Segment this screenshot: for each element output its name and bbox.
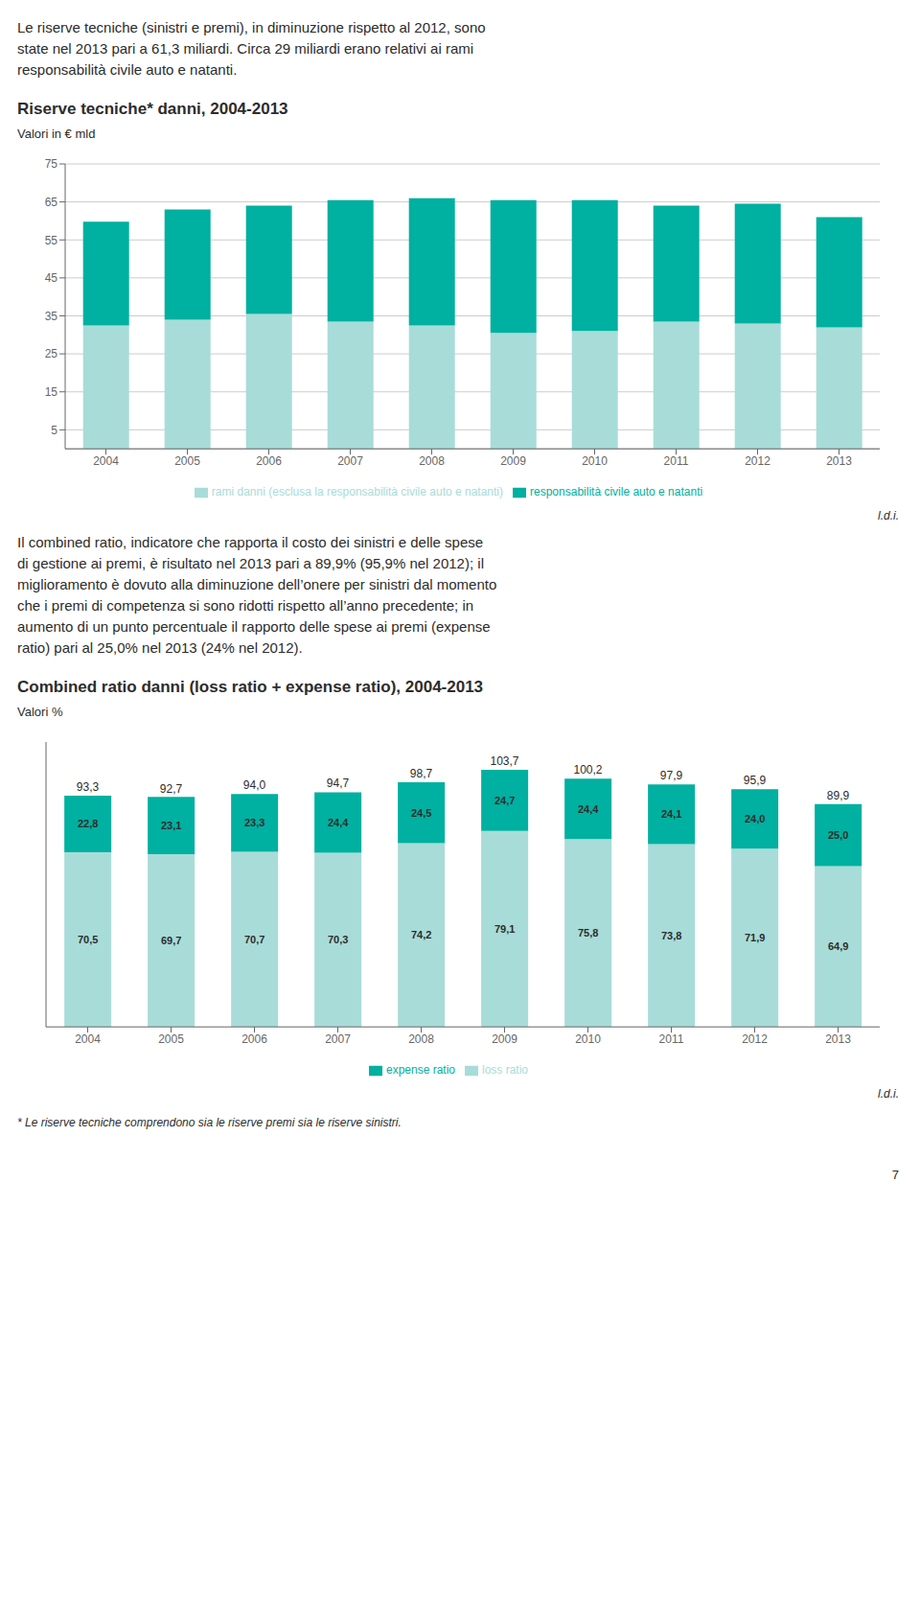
html-text:che i premi di competenza si s: che i premi di competenza si sono ridott… xyxy=(17,597,474,614)
svg-text:24,5: 24,5 xyxy=(411,806,432,819)
svg-text:45: 45 xyxy=(45,271,59,285)
svg-text:24,1: 24,1 xyxy=(661,807,682,820)
svg-text:2009: 2009 xyxy=(500,454,527,468)
svg-text:2011: 2011 xyxy=(664,454,690,468)
svg-text:24,4: 24,4 xyxy=(577,803,599,815)
html-text:loss ratio: loss ratio xyxy=(482,1062,529,1077)
svg-text:94,7: 94,7 xyxy=(326,776,350,790)
svg-text:74,2: 74,2 xyxy=(411,928,432,941)
html-text:7: 7 xyxy=(892,1167,899,1182)
svg-text:25: 25 xyxy=(45,346,59,361)
svg-text:24,7: 24,7 xyxy=(494,794,515,806)
svg-text:75,8: 75,8 xyxy=(577,926,598,939)
svg-text:2010: 2010 xyxy=(581,454,608,468)
svg-text:2008: 2008 xyxy=(418,454,445,468)
svg-text:2009: 2009 xyxy=(491,1032,518,1046)
html-text:expense ratio: expense ratio xyxy=(386,1062,456,1077)
html-text:di gestione ai premi, è risult: di gestione ai premi, è risultato nel 20… xyxy=(17,554,484,572)
html-text:Le riserve tecniche (sinistri: Le riserve tecniche (sinistri e premi), … xyxy=(17,19,486,36)
html-text:state nel 2013 pari a 61,3 mil: state nel 2013 pari a 61,3 miliardi. Cir… xyxy=(17,40,474,57)
html-text:miglioramento è dovuto alla di: miglioramento è dovuto alla diminuzione … xyxy=(17,575,497,593)
html-text:Combined ratio danni (loss rat: Combined ratio danni (loss ratio + expen… xyxy=(17,677,484,696)
svg-text:2005: 2005 xyxy=(158,1032,184,1046)
svg-text:2006: 2006 xyxy=(241,1032,268,1046)
svg-text:24,0: 24,0 xyxy=(744,812,765,825)
svg-text:2013: 2013 xyxy=(826,454,852,468)
svg-text:97,9: 97,9 xyxy=(660,768,684,782)
svg-text:71,9: 71,9 xyxy=(744,931,765,943)
svg-text:5: 5 xyxy=(50,423,58,437)
svg-text:64,9: 64,9 xyxy=(828,940,849,952)
svg-text:92,7: 92,7 xyxy=(160,782,184,796)
svg-text:55: 55 xyxy=(45,233,59,248)
html-text:l.d.i.: l.d.i. xyxy=(877,508,899,523)
svg-text:75: 75 xyxy=(45,157,59,171)
svg-text:23,3: 23,3 xyxy=(244,816,265,828)
svg-text:25,0: 25,0 xyxy=(828,828,849,841)
html-text:responsabilità civile auto e n: responsabilità civile auto e natanti xyxy=(529,485,703,499)
html-text:ratio) pari al 25,0% nel 2013: ratio) pari al 25,0% nel 2013 (24% nel 2… xyxy=(17,639,303,656)
svg-text:70,7: 70,7 xyxy=(244,933,265,945)
svg-text:22,8: 22,8 xyxy=(77,817,98,829)
svg-text:70,3: 70,3 xyxy=(327,933,348,945)
html-text:Il combined ratio, indicatore: Il combined ratio, indicatore che rappor… xyxy=(17,533,484,551)
svg-text:69,7: 69,7 xyxy=(161,934,182,946)
svg-text:2010: 2010 xyxy=(575,1032,601,1046)
html-text:* Le riserve tecniche comprend: * Le riserve tecniche comprendono sia le… xyxy=(17,1115,402,1129)
html-text:rami danni (esclusa la respons: rami danni (esclusa la responsabilità ci… xyxy=(211,485,504,499)
svg-text:23,1: 23,1 xyxy=(161,819,182,831)
svg-text:24,4: 24,4 xyxy=(327,816,349,828)
svg-text:103,7: 103,7 xyxy=(489,754,519,768)
svg-text:93,3: 93,3 xyxy=(76,780,100,794)
svg-text:15: 15 xyxy=(45,385,59,399)
svg-text:2007: 2007 xyxy=(337,454,364,468)
svg-text:2011: 2011 xyxy=(659,1032,685,1046)
svg-text:65: 65 xyxy=(45,195,59,209)
svg-text:100,2: 100,2 xyxy=(573,762,602,777)
svg-text:95,9: 95,9 xyxy=(743,773,767,787)
svg-text:2004: 2004 xyxy=(74,1032,101,1046)
html-text:Riserve tecniche* danni, 2004-: Riserve tecniche* danni, 2004-2013 xyxy=(17,99,288,118)
svg-text:2008: 2008 xyxy=(408,1032,435,1046)
svg-text:35: 35 xyxy=(45,309,59,323)
svg-text:2007: 2007 xyxy=(324,1032,351,1046)
svg-text:2013: 2013 xyxy=(825,1032,851,1046)
svg-text:2005: 2005 xyxy=(174,454,201,468)
html-text:Valori %: Valori % xyxy=(17,704,63,719)
svg-text:73,8: 73,8 xyxy=(661,929,682,942)
svg-text:79,1: 79,1 xyxy=(494,922,515,935)
svg-text:89,9: 89,9 xyxy=(827,788,851,803)
svg-text:2004: 2004 xyxy=(92,454,119,468)
html-text:Valori in € mld: Valori in € mld xyxy=(17,126,96,141)
html-text:l.d.i.: l.d.i. xyxy=(877,1086,899,1101)
svg-text:70,5: 70,5 xyxy=(77,933,98,945)
svg-text:2012: 2012 xyxy=(744,454,771,468)
html-text:responsabilità civile auto e n: responsabilità civile auto e natanti. xyxy=(17,61,237,78)
svg-text:98,7: 98,7 xyxy=(410,766,434,781)
html-text:aumento di un punto percentual: aumento di un punto percentuale il rappo… xyxy=(17,618,491,635)
svg-text:94,0: 94,0 xyxy=(243,778,267,792)
svg-text:2006: 2006 xyxy=(255,454,282,468)
svg-text:2012: 2012 xyxy=(741,1032,768,1046)
